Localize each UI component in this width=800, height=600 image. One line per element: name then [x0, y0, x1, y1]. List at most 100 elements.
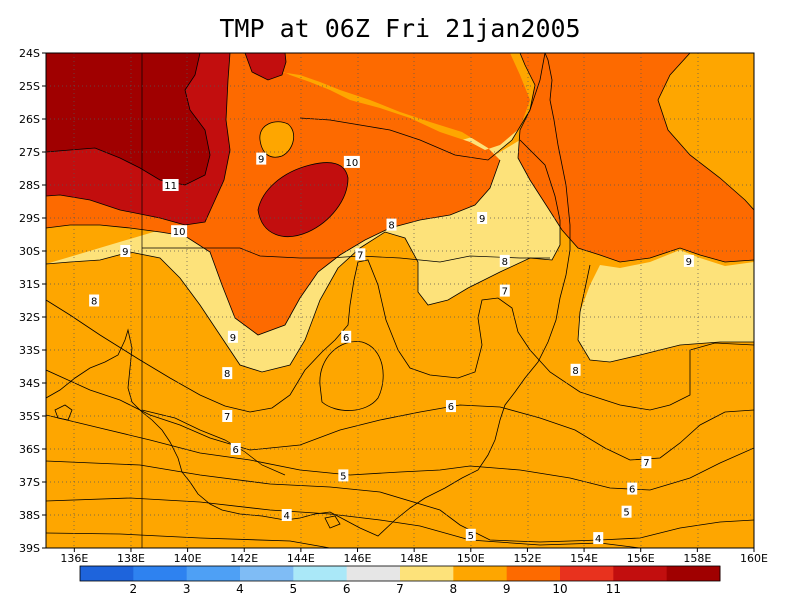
colorbar-swatch: [133, 566, 188, 581]
contour-label: 10: [171, 225, 188, 238]
lon-label: 150E: [457, 552, 485, 565]
lon-label: 144E: [287, 552, 315, 565]
colorbar-label: 5: [290, 582, 298, 596]
contour-label-bg: [227, 330, 238, 343]
contour-label-text: 9: [230, 333, 236, 344]
contour-label-text: 9: [686, 257, 692, 268]
colorbar-swatch: [293, 566, 348, 581]
colorbar-frame: [79, 565, 721, 582]
contour-label-bg: [499, 254, 510, 267]
contour-label-bg: [477, 212, 488, 224]
contour-label-text: 8: [388, 221, 394, 232]
colorbar-swatch: [346, 566, 401, 581]
colorbar-swatch: [666, 566, 721, 581]
contour-label: 9: [227, 330, 238, 344]
coastline: [46, 53, 571, 537]
contour-label-bg: [171, 225, 188, 238]
colorbar-swatch: [560, 566, 614, 581]
contour-label: 5: [465, 528, 476, 542]
contour-label: 9: [120, 245, 131, 258]
contour-label-bg: [499, 284, 510, 297]
contour-label-bg: [341, 330, 352, 343]
contour-label-text: 6: [629, 485, 635, 496]
lat-label: 28S: [19, 179, 40, 192]
contour-label-text: 10: [173, 227, 186, 238]
lat-label: 24S: [19, 47, 40, 60]
colorbar-labels: 2 3 4 5 6 7 8 9 10 11: [130, 582, 621, 596]
contour-label-bg: [627, 482, 638, 495]
lat-label: 29S: [19, 212, 40, 225]
contour-label-text: 6: [448, 402, 454, 413]
contour-label-bg: [281, 509, 292, 521]
lon-label: 148E: [400, 552, 428, 565]
contour-label-bg: [641, 456, 652, 469]
contour-label-text: 5: [623, 508, 629, 519]
contour-label: 8: [386, 218, 397, 232]
latitude-axis: 24S 25S 26S 27S 28S 29S 30S 31S 32S 33S 34S 35S 36S 3…: [19, 47, 40, 555]
colorbar-swatch: [453, 566, 508, 581]
hole-9: [259, 121, 294, 158]
contour-label-bg: [230, 443, 241, 455]
contour-labels: 9 10 11 10 9 8 9 7 8 9 7 8 9 6 8 8 6 7 6 7 5 6 5 4 5 4: [89, 152, 694, 545]
contour-label: 7: [222, 410, 233, 423]
contour-label: 8: [499, 254, 510, 268]
contour-label-bg: [256, 152, 267, 165]
lat-label: 39S: [19, 542, 40, 555]
contour-label-bg: [386, 218, 397, 231]
contour-label-text: 9: [122, 247, 128, 258]
contour-label: 6: [341, 330, 352, 344]
contour-label-text: 5: [340, 471, 346, 482]
lat-label: 35S: [19, 410, 40, 423]
contour-label-text: 7: [502, 287, 508, 298]
colorbar-label: 9: [503, 582, 511, 596]
contour-label: 9: [256, 152, 267, 166]
lat-label: 38S: [19, 509, 40, 522]
colorbar-swatch: [506, 566, 561, 581]
temperature-field: 9 10 11 10 9 8 9 7 8 9 7 8 9 6 8 8 6 7 6 7 5 6 5 4 5 4: [46, 53, 754, 548]
contour-label-text: 4: [284, 511, 290, 522]
lon-label: 152E: [513, 552, 541, 565]
contour-label-text: 5: [468, 531, 474, 542]
colorbar-label: 11: [606, 582, 621, 596]
contour-label-bg: [120, 245, 131, 257]
colorbar-label: 2: [130, 582, 138, 596]
lon-label: 140E: [174, 552, 202, 565]
lon-label: 142E: [230, 552, 258, 565]
contour-label-bg: [570, 363, 581, 376]
contour-label-bg: [465, 528, 476, 541]
contour-label-bg: [89, 294, 100, 307]
longitude-axis: 136E 138E 140E 142E 144E 146E 148E 150E 152E 154E…: [60, 552, 768, 565]
lat-label: 27S: [19, 146, 40, 159]
contour-label-bg: [593, 532, 604, 545]
colorbar-label: 6: [343, 582, 351, 596]
contour-label: 7: [499, 284, 510, 298]
contour-label-text: 8: [572, 366, 578, 377]
contour-label: 8: [89, 294, 100, 308]
contour-label-text: 11: [164, 181, 177, 192]
contour-label-text: 7: [357, 250, 363, 261]
contour-label: 4: [281, 509, 292, 522]
contour-label-text: 8: [502, 257, 508, 268]
lon-label: 156E: [627, 552, 655, 565]
lat-label: 26S: [19, 113, 40, 126]
contour-label-text: 9: [479, 214, 485, 225]
contour-label-bg: [222, 410, 233, 422]
contour-label-bg: [621, 505, 632, 518]
contour-label: 5: [338, 469, 349, 482]
contour-label: 9: [683, 254, 694, 268]
lon-label: 160E: [740, 552, 768, 565]
contour-label-text: 9: [258, 155, 264, 166]
colorbar-swatch: [80, 566, 134, 581]
contour-label: 9: [477, 212, 488, 225]
lon-label: 154E: [570, 552, 598, 565]
colorbar-label: 8: [450, 582, 458, 596]
colorbar-swatch: [613, 566, 668, 581]
colorbar-label: 4: [236, 582, 244, 596]
contour-label-bg: [162, 179, 179, 191]
colorbar-swatch: [186, 566, 241, 581]
lat-label: 34S: [19, 377, 40, 390]
colorbar-label: 7: [396, 582, 404, 596]
contour-label-text: 8: [91, 297, 97, 308]
contour-label: 6: [445, 400, 456, 413]
